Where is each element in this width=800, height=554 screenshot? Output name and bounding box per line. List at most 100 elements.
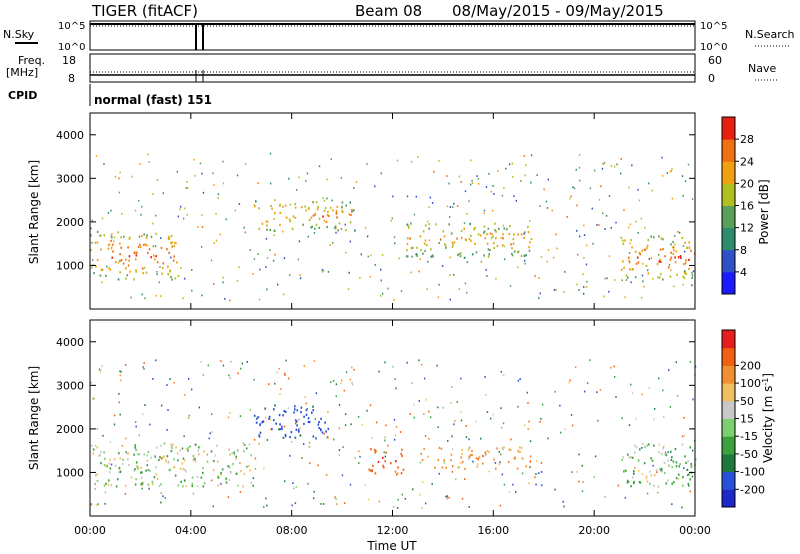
data-cell (381, 292, 384, 295)
data-cell (560, 431, 562, 434)
data-cell (94, 241, 97, 244)
data-cell (155, 232, 157, 235)
data-cell (336, 205, 339, 209)
data-cell (497, 227, 500, 230)
cpid-label: CPID (8, 89, 37, 102)
data-cell (509, 285, 512, 287)
data-cell (503, 446, 505, 449)
data-cell (334, 227, 337, 230)
data-cell (156, 270, 158, 273)
data-cell (320, 417, 322, 420)
data-cell (446, 175, 448, 177)
data-cell (662, 248, 664, 251)
data-cell (576, 229, 578, 232)
data-cell (296, 189, 298, 191)
data-cell (104, 491, 107, 494)
data-cell (90, 381, 92, 384)
data-cell (177, 484, 180, 487)
data-cell (276, 371, 278, 374)
data-cell (222, 281, 224, 284)
xtick-label: 20:00 (578, 524, 610, 537)
data-cell (374, 185, 376, 188)
data-cell (653, 418, 655, 421)
data-cell (279, 423, 281, 426)
colorbar-tick-label: 8 (740, 244, 747, 257)
data-cell (107, 483, 110, 486)
data-cell (246, 360, 248, 363)
data-cell (676, 394, 679, 397)
data-cell (306, 408, 308, 410)
data-cell (253, 414, 256, 417)
colorbar-segment (722, 249, 735, 273)
data-cell (263, 505, 265, 508)
data-cell (646, 244, 649, 247)
data-cell (90, 227, 92, 230)
data-cell (631, 268, 634, 271)
data-cell (453, 423, 455, 426)
data-cell (656, 263, 659, 266)
data-cell (235, 457, 237, 460)
data-cell (243, 443, 245, 447)
data-cell (653, 484, 655, 487)
data-cell (244, 162, 247, 165)
data-cell (460, 252, 462, 255)
data-cell (501, 244, 504, 247)
data-cell (639, 253, 641, 256)
data-cell (626, 481, 629, 484)
data-cell (242, 441, 244, 445)
data-cell (249, 469, 251, 472)
data-cell (179, 449, 181, 452)
data-cell (305, 209, 307, 212)
data-cell (147, 450, 150, 454)
data-cell (95, 155, 98, 157)
data-cell (152, 245, 155, 248)
data-cell (471, 449, 473, 453)
data-cell (119, 171, 121, 174)
data-cell (155, 466, 157, 469)
data-cell (578, 453, 580, 456)
data-cell (207, 364, 210, 367)
data-cell (443, 235, 446, 238)
data-cell (555, 289, 557, 291)
data-cell (257, 416, 259, 419)
data-cell (438, 283, 440, 286)
data-cell (437, 426, 439, 429)
data-cell (115, 485, 118, 488)
data-cell (450, 232, 453, 235)
data-cell (661, 156, 663, 159)
data-cell (628, 186, 630, 189)
data-cell (160, 483, 162, 486)
data-cell (621, 458, 623, 462)
data-cell (222, 160, 224, 163)
data-cell (677, 473, 680, 476)
data-cell (385, 424, 387, 427)
data-cell (155, 473, 158, 476)
data-cell (662, 238, 664, 241)
data-cell (439, 238, 442, 241)
data-cell (394, 434, 397, 437)
data-cell (435, 223, 437, 226)
data-cell (503, 245, 506, 248)
data-cell (641, 262, 644, 265)
data-cell (141, 267, 144, 270)
data-cell (438, 159, 440, 162)
data-cell (227, 496, 230, 499)
data-cell (252, 477, 255, 479)
data-cell (228, 478, 231, 481)
xtick-label: 12:00 (377, 524, 409, 537)
data-cell (118, 191, 121, 194)
data-cell (508, 233, 511, 236)
data-cell (519, 450, 521, 454)
data-cell (300, 410, 302, 414)
data-cell (520, 254, 523, 258)
data-cell (127, 458, 129, 461)
data-cell (345, 228, 347, 232)
data-cell (635, 446, 638, 449)
data-cell (460, 456, 462, 459)
data-cell (621, 239, 624, 242)
data-cell (335, 383, 338, 386)
nsearch-label: N.Search (745, 28, 795, 41)
ytick-label: 1000 (56, 466, 84, 479)
data-cell (666, 172, 669, 174)
data-cell (151, 480, 154, 483)
